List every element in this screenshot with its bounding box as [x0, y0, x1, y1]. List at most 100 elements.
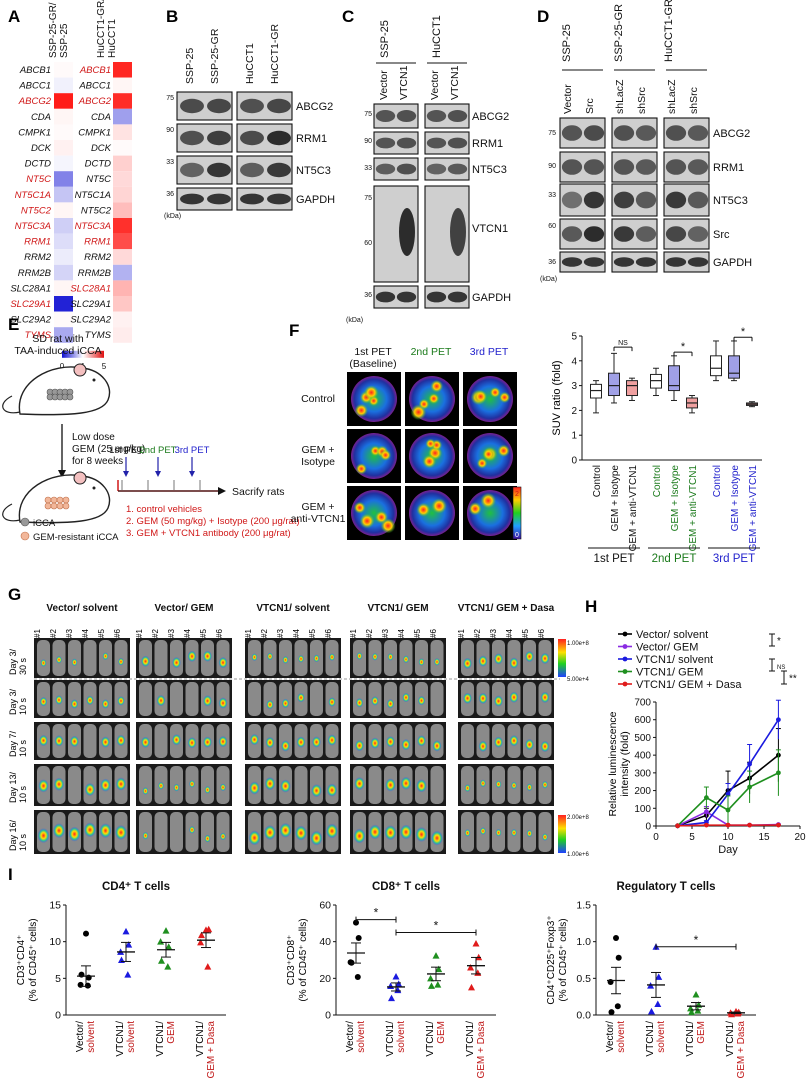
mouse-silhouette: [201, 766, 214, 804]
label-line: (Baseline): [349, 358, 396, 370]
group-label-top: VTCN1/: [155, 1021, 166, 1057]
luminescence-signal: [417, 735, 426, 747]
y-axis-label: CD4⁺CD25⁺Foxp3⁺: [546, 915, 557, 1004]
luminescence-signal: [56, 655, 62, 664]
data-point: [467, 964, 475, 971]
luminescence-signal: [540, 652, 550, 665]
luminescence-signal: [220, 783, 226, 792]
luminescence-signal: [386, 699, 395, 709]
blot-protein-label: NT5C3: [472, 164, 507, 176]
panel-f: F 1st PET (Baseline)2nd PET 3rd PETControl…: [289, 321, 762, 565]
box: [668, 365, 680, 392]
y-axis-label: Relative luminescence: [607, 711, 619, 816]
group-label-top: Vector/: [605, 1021, 616, 1052]
heatmap-scale-tick: 0: [60, 362, 65, 371]
blot-band: [561, 125, 583, 141]
luminescence-signal: [115, 824, 127, 840]
heatmap-scale-tick: 5: [102, 362, 107, 371]
luminescence-scale-bottom: [558, 815, 566, 853]
x-tick-label: 5: [689, 832, 695, 843]
pet-group-label: 1st PET: [594, 553, 635, 565]
panel-g-letter: G: [8, 585, 21, 604]
blot-band: [665, 226, 687, 242]
blot-band: [447, 291, 468, 303]
pet-column-header: 3rd PET: [470, 346, 509, 358]
imaging-group-header: VTCN1/ GEM: [367, 603, 428, 614]
blot-protein-label: GAPDH: [472, 292, 511, 304]
luminescence-signal: [39, 734, 48, 747]
mouse-id-label: #3: [167, 629, 176, 638]
luminescence-signal: [39, 696, 48, 707]
y-tick-label: 0.0: [576, 1010, 591, 1022]
blot-band: [447, 137, 468, 149]
arrow-head: [58, 470, 66, 478]
blot-band: [207, 162, 231, 178]
molecular-weight-marker: 90: [166, 127, 174, 134]
pet-group-label: 2nd PET: [652, 553, 697, 565]
panel-a-letter: A: [8, 7, 20, 26]
data-point: [615, 954, 622, 961]
y-tick-label: 700: [634, 698, 651, 709]
mouse-silhouette: [37, 640, 50, 676]
blot-band: [207, 130, 231, 146]
gene-label-col1: SLC28A1: [10, 283, 51, 294]
series-point: [725, 807, 731, 813]
molecular-weight-marker: 75: [548, 130, 556, 137]
blot-protein-label: ABCG2: [472, 111, 509, 123]
luminescence-signal: [311, 784, 322, 798]
pet-arrow-head: [189, 471, 195, 477]
heatmap-cell: [54, 140, 73, 156]
timeline-arrowhead: [218, 487, 226, 495]
heatmap-cell: [54, 77, 73, 94]
heatmap-cell: [54, 108, 73, 125]
luminescence-signal: [355, 739, 364, 752]
luminescence-signal: [248, 830, 261, 846]
luminescence-signal: [172, 656, 181, 669]
lane-label: shSrc: [688, 87, 700, 114]
panel-b-letter: B: [166, 7, 178, 26]
luminescence-signal: [464, 784, 471, 792]
gene-label-col2: NT5C1A: [75, 190, 111, 201]
series-point: [776, 770, 781, 776]
blot-band: [267, 193, 291, 205]
gene-label-col1: NT5C2: [21, 205, 52, 216]
kda-unit-label: (kDa): [164, 213, 181, 220]
lane-label: Vector: [562, 84, 574, 114]
mouse-id-label: #3: [65, 629, 74, 638]
luminescence-signal: [386, 736, 395, 748]
data-point: [427, 974, 435, 982]
mouse-id-label: #2: [49, 629, 58, 638]
gene-label-col2: SLC28A1: [70, 283, 111, 294]
label-line: Control: [301, 393, 335, 405]
luminescence-signal: [417, 695, 426, 706]
luminescence-signal: [142, 831, 149, 840]
mouse-id-label: #3: [381, 629, 390, 638]
mouse-silhouette: [538, 812, 552, 852]
blot-band: [240, 130, 264, 146]
label-line: 3rd PET: [470, 346, 509, 358]
y-axis-label: CD3⁺CD8⁺: [286, 935, 297, 986]
blot-protein-label: RRM1: [713, 162, 744, 174]
molecular-weight-marker: 60: [364, 240, 372, 247]
box-category-label: GEM + anti-VTCN1: [628, 465, 639, 552]
pet-hotspot: [480, 492, 497, 509]
lane-label: shLacZ: [614, 79, 626, 114]
box-category-label: GEM + Isotype: [610, 465, 621, 532]
label-line: GEM +: [302, 501, 335, 513]
luminescence-signal: [526, 783, 533, 792]
blot-band: [180, 193, 204, 205]
legend-label: Vector/ solvent: [636, 629, 708, 641]
panel-i-letter: I: [8, 865, 13, 884]
mouse-silhouette: [430, 766, 444, 804]
gene-label-col2: DCK: [91, 143, 112, 154]
data-point: [435, 965, 443, 973]
data-point: [204, 963, 212, 970]
pet-scan-signal: [409, 490, 455, 536]
luminescence-signal: [281, 740, 290, 752]
blot-band: [180, 162, 204, 178]
luminescence-signal: [354, 777, 365, 791]
mouse-id-label: #6: [537, 629, 546, 638]
heatmap-cell: [113, 233, 132, 250]
panel-e-letter: E: [8, 315, 19, 334]
